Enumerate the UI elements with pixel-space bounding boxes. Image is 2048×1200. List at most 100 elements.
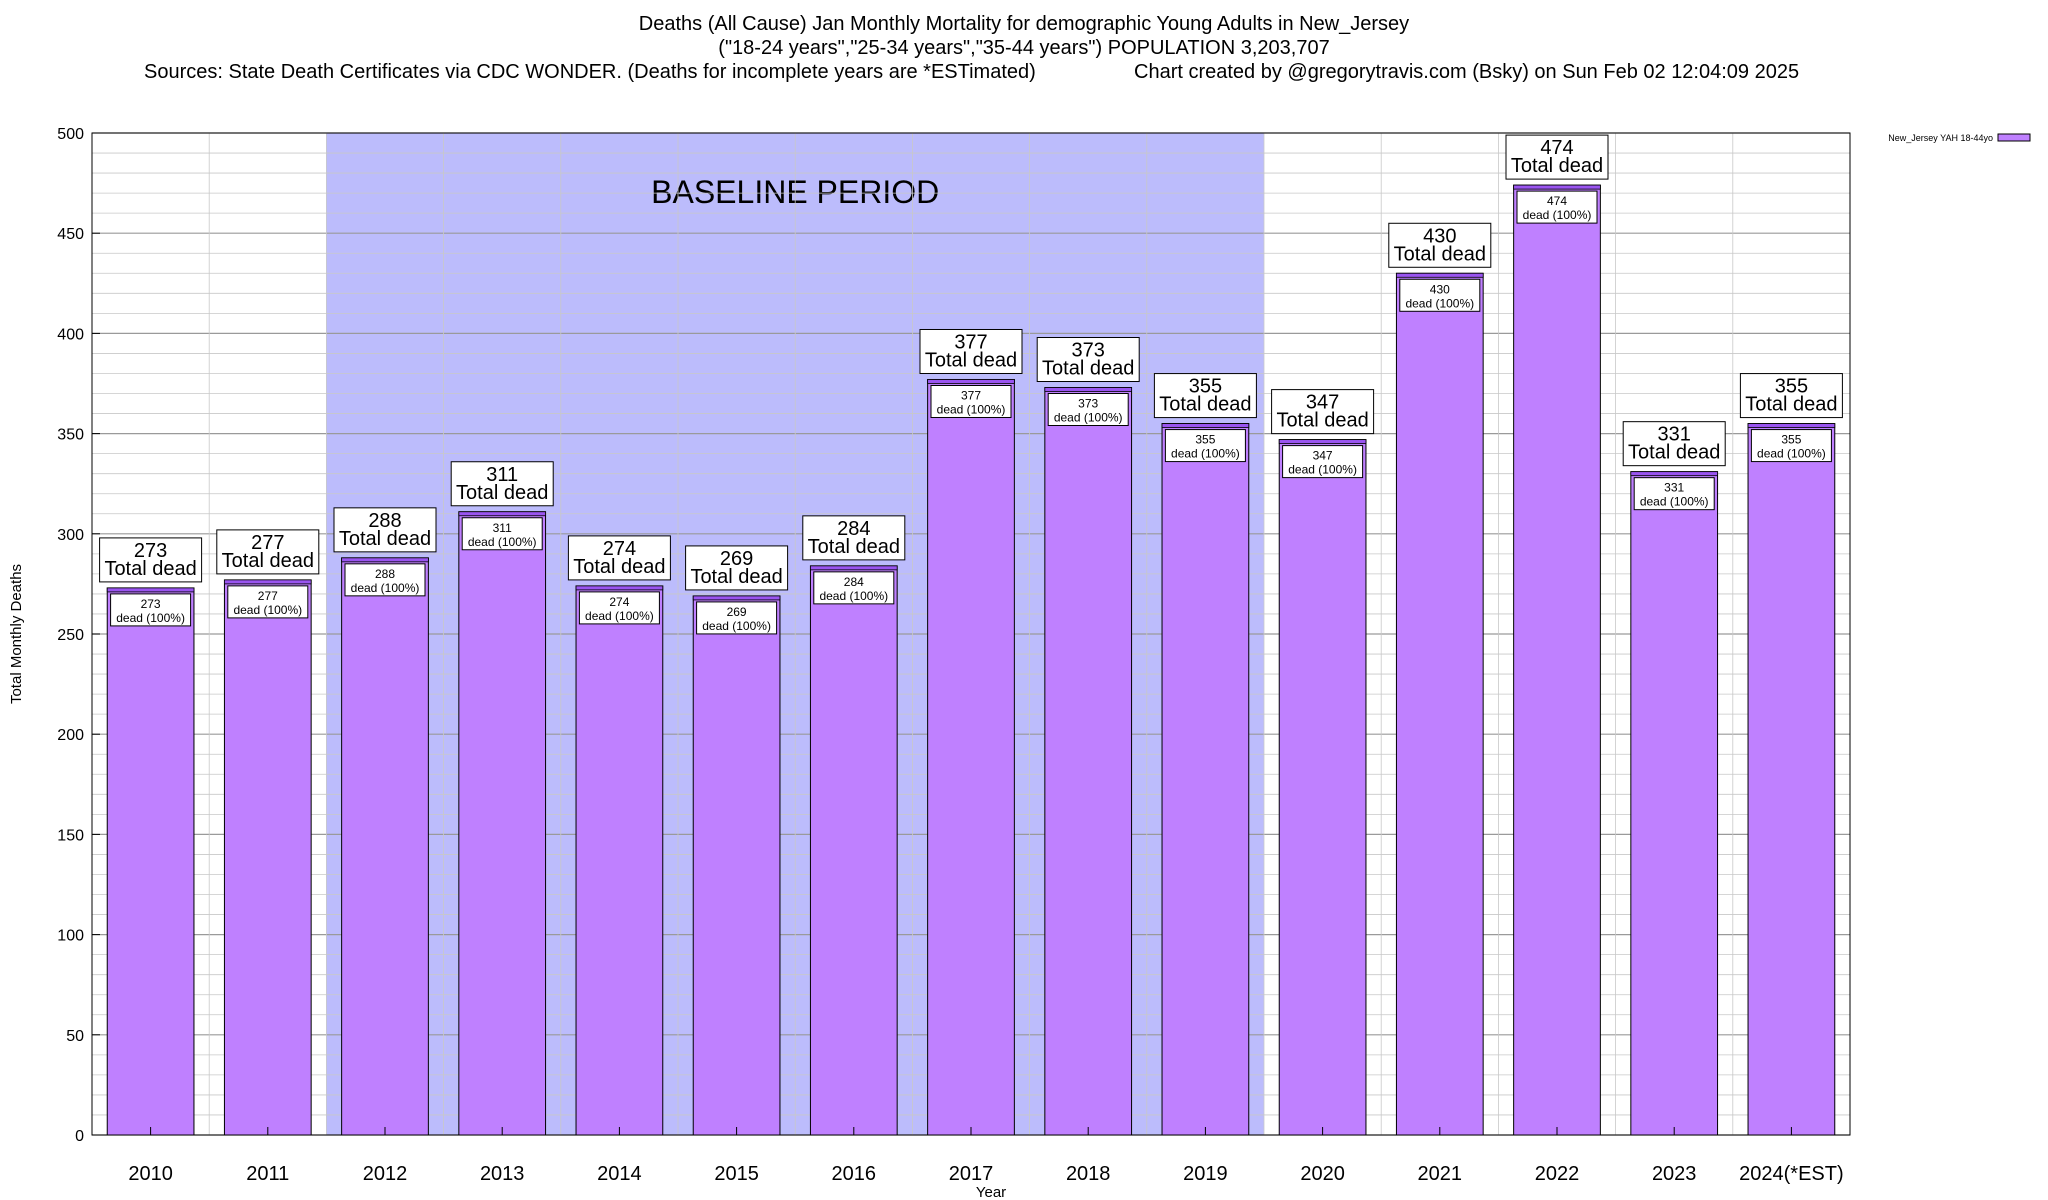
bar-top-cap [692,595,781,601]
bar-inner-label: dead (100%) [1171,447,1240,461]
y-tick-label: 400 [57,326,84,343]
chart-title: Deaths (All Cause) Jan Monthly Mortality… [638,13,1410,35]
bar-inner-label-box [344,563,426,597]
y-tick-label: 250 [57,627,84,644]
bar-total-value: 273 [134,540,167,562]
bar-inner-label: dead (100%) [233,603,302,617]
bar-top-cap [1278,439,1367,445]
bar-inner-label: dead (100%) [1640,495,1709,509]
bar-total-label: Total dead [925,349,1017,371]
bar-top-cap [1630,471,1718,477]
bar-top-cap [810,565,898,571]
bar-total-label-box [1153,373,1257,419]
bar-total-label: Total dead [1628,442,1720,464]
bar-top-cap [1513,184,1601,190]
bar-total-label: Total dead [1511,155,1603,177]
bar-total-label: Total dead [104,558,196,580]
bar-total-value: 269 [720,548,753,570]
bar-inner-value: 284 [844,575,864,589]
bar-total-label-box [216,529,320,575]
bar-inner-value: 311 [493,521,512,535]
bar-inner-label: dead (100%) [1054,411,1123,425]
legend-layer: New_Jersey YAH 18-44yo [1888,133,2031,143]
bar [1278,439,1367,1136]
bar-total-label-box [450,461,554,507]
x-tick-label: 2010 [128,1163,173,1185]
bar-top-cap [1044,387,1132,392]
x-tick-label: 2014 [597,1163,642,1185]
bar-inner-value: 355 [1781,433,1801,447]
chart-sources: Sources: State Death Certificates via CD… [144,61,1036,83]
bar-total-value: 474 [1540,137,1573,159]
bar-inner-value: 474 [1547,194,1567,208]
y-tick-label: 350 [57,427,84,444]
axes-layer: 2010 2011 2012 2013 2014 2015 2016 2017 2018 2019… [8,126,1851,1200]
bar-total-label-box [1271,389,1375,435]
bar-inner-label-box [1633,477,1715,511]
bar-inner-label-box [696,601,778,635]
bar-top-cap [1396,272,1484,278]
bar-top-cap [1161,423,1250,428]
bar-total-label-box [802,515,906,561]
bar [106,587,195,1136]
bar-total-label-box [1739,373,1843,419]
bar-total-label: Total dead [456,482,548,504]
bar-top-cap [927,379,1015,384]
bar-total-label-box [1622,421,1726,467]
bar-total-label-box [99,537,203,583]
bar-total-label-box [1388,222,1492,268]
bar-inner-label-box [1399,278,1481,312]
bar [341,557,429,1136]
bar-inner-label-box [110,593,192,627]
y-tick-label: 150 [57,827,84,844]
x-tick-label: 2021 [1418,1163,1463,1185]
bar-top-cap [575,585,664,591]
x-tick-label: 2017 [949,1163,994,1185]
x-tick-label: 2012 [363,1163,408,1185]
y-tick-label: 300 [57,527,84,544]
bar-total-label-box [685,545,789,591]
bar-inner-value: 274 [609,595,629,609]
bar-inner-label-box [1282,445,1364,479]
bar-top-cap [341,557,429,563]
bar [1513,184,1601,1136]
bar [1044,387,1133,1136]
y-tick-label: 500 [57,126,84,143]
bar-total-label: Total dead [1745,394,1837,416]
bar-total-value: 373 [1072,340,1105,362]
bar-inner-value: 430 [1430,282,1450,296]
bar-inner-value: 377 [961,388,981,402]
bar-total-value: 311 [486,464,518,486]
bar-inner-label: dead (100%) [1523,208,1592,222]
bar-top-cap [1747,423,1836,428]
bar [1395,272,1484,1136]
bar-total-value: 377 [954,331,987,353]
bar-inner-value: 273 [141,597,161,611]
bar-inner-value: 347 [1313,449,1333,463]
bar-inner-value: 288 [375,567,395,581]
x-tick-label: 2018 [1066,1163,1111,1185]
bar-inner-value: 373 [1078,397,1098,411]
bar-inner-value: 355 [1195,433,1215,447]
bar-inner-label-box [1164,429,1246,463]
bar-total-value: 355 [1775,376,1808,398]
legend-label: New_Jersey YAH 18-44yo [1888,133,1993,143]
bar-total-label: Total dead [1276,410,1368,432]
bar-total-label: Total dead [1159,394,1251,416]
bar-total-label-box [1036,337,1140,383]
bar [692,595,781,1136]
bar-total-label-box [1505,134,1609,180]
y-tick-label: 200 [57,727,84,744]
bar-inner-label: dead (100%) [351,581,420,595]
bar-inner-label: dead (100%) [1405,296,1474,310]
bar-total-label: Total dead [808,536,900,558]
x-tick-label: 2013 [480,1163,525,1185]
bar-top-cap [224,579,312,585]
bar-inner-label: dead (100%) [702,619,771,633]
bar-inner-value: 269 [727,605,747,619]
bar-inner-label: dead (100%) [468,535,537,549]
x-tick-label: 2024(*EST) [1739,1163,1844,1185]
bar-inner-label: dead (100%) [819,589,888,603]
